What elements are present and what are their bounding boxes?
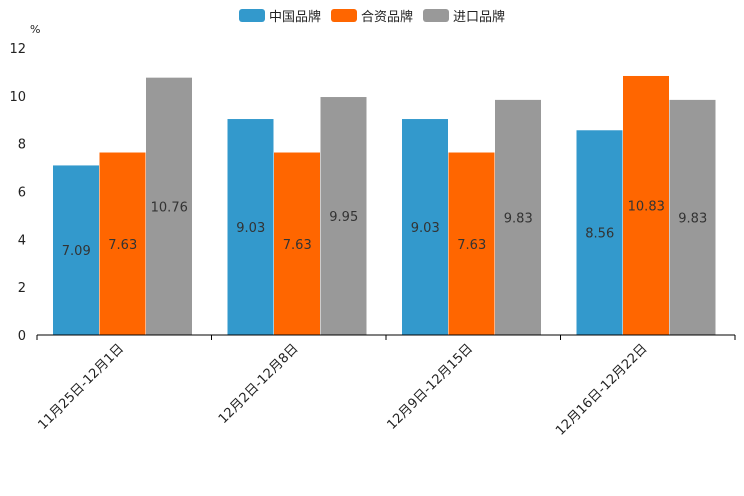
legend-swatch-合资品牌 [331, 9, 357, 22]
legend-label-合资品牌: 合资品牌 [361, 9, 413, 25]
y-tick-label-12: 12 [9, 42, 26, 57]
data-label-进口品牌-2: 9.95 [329, 210, 358, 225]
legend-label-进口品牌: 进口品牌 [453, 9, 505, 25]
bar-中国品牌-3 [402, 119, 448, 335]
legend-label-中国品牌: 中国品牌 [269, 9, 321, 25]
x-category-label-2: 12月2日-12月8日 [216, 341, 302, 427]
bar-进口品牌-1 [146, 77, 192, 335]
y-tick-label-8: 8 [18, 138, 26, 153]
data-label-合资品牌-1: 7.63 [108, 238, 137, 253]
data-label-中国品牌-2: 9.03 [236, 221, 265, 236]
x-category-label-4: 12月16日-12月22日 [553, 341, 650, 438]
bar-合资品牌-3 [448, 152, 495, 335]
y-axis-unit-label: % [30, 23, 40, 36]
bar-中国品牌-1 [53, 165, 99, 335]
data-label-进口品牌-3: 9.83 [504, 211, 533, 226]
bar-进口品牌-3 [495, 99, 541, 335]
bar-中国品牌-4 [576, 130, 623, 335]
data-label-合资品牌-3: 7.63 [457, 238, 486, 253]
data-label-进口品牌-4: 9.83 [678, 211, 707, 226]
bar-合资品牌-2 [274, 152, 320, 335]
x-category-label-3: 12月9日-12月15日 [384, 341, 476, 433]
y-tick-label-6: 6 [18, 186, 26, 201]
bar-中国品牌-2 [227, 119, 274, 335]
y-tick-label-4: 4 [18, 233, 26, 248]
data-label-进口品牌-1: 10.76 [151, 200, 188, 215]
y-tick-label-10: 10 [9, 90, 26, 105]
legend-swatch-中国品牌 [239, 9, 265, 22]
bar-合资品牌-1 [99, 152, 146, 335]
bar-进口品牌-4 [669, 99, 716, 335]
data-label-合资品牌-4: 10.83 [628, 199, 665, 214]
data-label-合资品牌-2: 7.63 [283, 238, 312, 253]
data-label-中国品牌-1: 7.09 [62, 244, 91, 259]
bars: 7.09 7.63 10.76 9.03 7.63 9.95 9.03 7.63 9.83 8.5… [53, 75, 716, 336]
bar-进口品牌-2 [320, 97, 367, 335]
y-tick-label-0: 0 [18, 329, 26, 344]
legend: 中国品牌 合资品牌 进口品牌 [239, 9, 505, 25]
bar-合资品牌-4 [623, 75, 669, 336]
y-axis-ticks: 0 2 4 6 8 10 12 [9, 42, 26, 344]
x-category-label-1: 11月25日-12月1日 [35, 341, 127, 433]
data-label-中国品牌-4: 8.56 [585, 227, 614, 242]
y-tick-label-2: 2 [18, 281, 26, 296]
x-axis-ticks: 11月25日-12月1日 12月2日-12月8日 12月9日-12月15日 12月16… [35, 335, 736, 439]
legend-swatch-进口品牌 [423, 9, 449, 22]
data-label-中国品牌-3: 9.03 [411, 221, 440, 236]
